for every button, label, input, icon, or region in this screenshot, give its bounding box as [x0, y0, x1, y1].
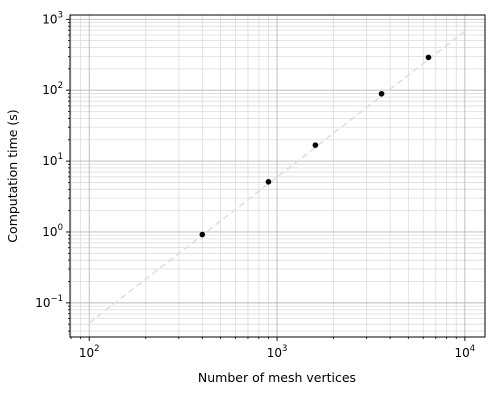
y-tick-exponent: 1 [58, 152, 63, 162]
y-tick-label: 100 [42, 223, 63, 239]
x-tick-label: 102 [79, 344, 100, 360]
y-tick-label: 103 [42, 10, 63, 26]
x-tick-base: 10 [267, 346, 282, 360]
y-tick-label: 102 [42, 81, 63, 97]
y-tick-exponent: 3 [58, 10, 63, 20]
y-tick-label: 10−1 [35, 294, 63, 310]
x-axis-label: Number of mesh vertices [198, 370, 356, 385]
data-point [312, 142, 319, 148]
plot-frame [69, 14, 486, 338]
y-axis-label: Computation time (s) [5, 109, 20, 242]
x-tick-exponent: 4 [470, 344, 475, 354]
minor-grid [70, 15, 485, 337]
data-point [265, 179, 272, 185]
y-tick-base: 10 [35, 296, 50, 310]
x-ticks: 102 103 104 [70, 337, 476, 360]
data-point [425, 54, 432, 61]
y-tick-exponent: 2 [58, 81, 63, 91]
x-tick-label: 104 [455, 344, 476, 360]
y-tick-base: 10 [42, 154, 57, 168]
major-grid [70, 15, 485, 337]
y-tick-exponent: 0 [58, 223, 63, 233]
y-tick-base: 10 [42, 225, 57, 239]
y-tick-base: 10 [42, 12, 57, 26]
y-tick-base: 10 [42, 83, 57, 97]
x-tick-label: 103 [267, 344, 288, 360]
data-point [378, 90, 385, 97]
data-point [199, 231, 206, 238]
data-points [199, 54, 432, 238]
y-tick-exponent: −1 [50, 294, 63, 304]
x-tick-exponent: 3 [282, 344, 287, 354]
y-tick-label: 101 [42, 152, 63, 168]
x-tick-base: 10 [79, 346, 94, 360]
x-tick-exponent: 2 [94, 344, 99, 354]
x-tick-base: 10 [455, 346, 470, 360]
